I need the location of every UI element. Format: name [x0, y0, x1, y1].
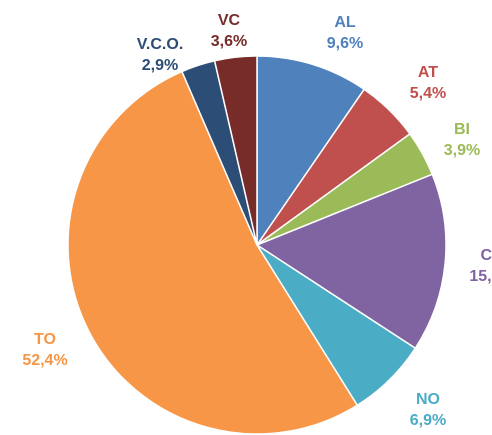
- slice-category-label: NO: [416, 391, 440, 408]
- pie-slice: [255, 173, 447, 350]
- slice-value-label: 5,4%: [410, 85, 446, 102]
- slice-category-label: CN: [480, 247, 492, 264]
- slice-category-label: AL: [334, 14, 356, 31]
- pie-slice: [67, 70, 359, 435]
- slice-value-label: 6,9%: [410, 412, 446, 429]
- slice-value-label: 9,6%: [327, 35, 363, 52]
- pie-slice: [213, 55, 258, 246]
- slice-value-label: 3,6%: [211, 33, 247, 50]
- slice-category-label: V.C.O.: [137, 36, 184, 53]
- slice-category-label: BI: [454, 121, 470, 138]
- slice-category-label: AT: [418, 64, 438, 81]
- slice-value-label: 2,9%: [142, 57, 178, 74]
- slice-value-label: 52,4%: [22, 352, 67, 369]
- slice-value-label: 3,9%: [444, 142, 480, 159]
- slice-category-label: TO: [34, 331, 56, 348]
- slice-value-label: 15,3%: [469, 268, 492, 285]
- slice-category-label: VC: [218, 12, 241, 29]
- pie-slice: [256, 55, 366, 248]
